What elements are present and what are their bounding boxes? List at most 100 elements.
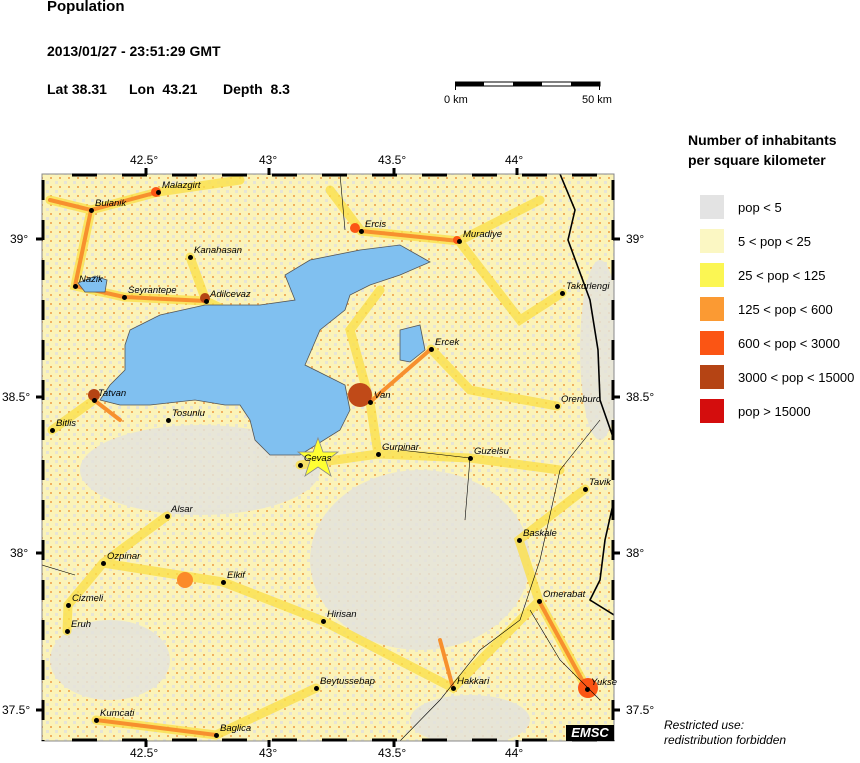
lakes [77,244,431,456]
city-dot-icon [368,400,373,405]
city-name: Ercek [435,337,460,348]
scale-start-label: 0 km [444,94,468,106]
legend-item: 125 < pop < 600 [700,297,833,321]
city-dot-icon [321,619,326,624]
city-name: Seyrantepe [128,285,177,296]
legend-swatch [700,195,724,219]
lon-tick-top-2: 43° [259,153,278,167]
city-dot-icon [73,284,78,289]
legend-item: 3000 < pop < 15000 [700,365,855,389]
legend-item: 5 < pop < 25 [700,229,811,253]
page-title: Population [47,0,125,15]
lon-tick-top-1: 42.5° [130,153,159,167]
legend-label: pop < 5 [738,199,782,215]
legend-swatch [700,399,724,423]
city-name: Takurlengi [566,281,610,292]
lon-tick-bottom-4: 44° [505,746,524,760]
low-density-areas [50,260,614,741]
scale-bar [455,81,601,90]
city-dot-icon [583,487,588,492]
legend-item: 25 < pop < 125 [700,263,826,287]
city-dot-icon [376,452,381,457]
city-dot-icon [204,299,209,304]
city-name: Tosunlu [172,408,205,419]
city-name: Alsar [171,504,193,515]
city-dot-icon [101,561,106,566]
city-dot-icon [156,190,161,195]
city-name: Bitlis [56,418,77,429]
city-dot-icon [560,291,565,296]
city-dot-icon [359,229,364,234]
emsc-logo: EMSC [566,725,614,741]
lat-tick-right-1: 39° [626,232,645,246]
lon-tick-top-4: 44° [505,153,524,167]
city-name: Hakkari [457,676,490,687]
legend-swatch [700,263,724,287]
city-dot-icon [94,718,99,723]
legend-label: pop > 15000 [738,403,811,419]
city-name: Adilcevaz [210,289,251,300]
city-name: Baglica [220,723,252,734]
city-dot-icon [468,456,473,461]
legend-title-line2: per square kilometer [688,152,826,168]
epicenter-star-icon[interactable] [296,436,340,478]
city-dot-icon [166,418,171,423]
lat-tick-left-2: 38.5° [2,390,31,404]
city-dot-icon [451,686,456,691]
city-dot-icon [457,239,462,244]
city-name: Guzelsu [474,446,509,457]
lon-tick-bottom-1: 42.5° [130,746,159,760]
legend-label: 3000 < pop < 15000 [738,369,855,385]
city-name: Tavik [589,477,611,488]
city-name: Tatvan [98,388,127,399]
legend-title-line1: Number of inhabitants [688,132,837,148]
city-name: Cizmeli [72,593,104,604]
city-dot-icon [555,404,560,409]
usage-note-line1: Restricted use: [664,718,745,732]
city-dot-icon [66,603,71,608]
city-dot-icon [188,255,193,260]
city-name: Ozpinar [107,551,141,562]
lon-tick-top-3: 43.5° [378,153,407,167]
legend-item: pop < 5 [700,195,782,219]
legend-item: pop > 15000 [700,399,811,423]
legend-swatch [700,229,724,253]
lat-tick-right-3: 38° [626,546,645,560]
lat-tick-left-4: 37.5° [2,703,31,717]
lon-tick-bottom-2: 43° [259,746,278,760]
city-dot-icon [214,733,219,738]
legend-label: 25 < pop < 125 [738,267,826,283]
city-dot-icon [585,687,590,692]
city-dot-icon [517,538,522,543]
city-name: Orenburc [561,394,601,405]
event-lon: Lon 43.21 [129,81,198,97]
city-name: Elkif [227,570,245,581]
frame-ticks [36,168,620,747]
lake-van [99,244,431,456]
lake-nazik [77,275,108,293]
city-name: Hirisan [327,609,357,620]
lat-tick-left-3: 38° [10,546,29,560]
lat-tick-right-2: 38.5° [626,390,655,404]
city-name: Gevas [304,453,332,464]
city-name: Gurpinar [382,442,419,453]
city-name: Yukse [591,677,618,688]
legend-item: 600 < pop < 3000 [700,331,840,355]
city-dot-icon [429,347,434,352]
legend-swatch [700,365,724,389]
lon-tick-bottom-3: 43.5° [378,746,407,760]
legend-title: Number of inhabitants per square kilomet… [688,130,837,170]
legend-swatch [700,331,724,355]
city-dot-icon [122,295,127,300]
city-name: Van [374,390,391,401]
event-depth: Depth 8.3 [223,81,290,97]
city-dot-icon [65,629,70,634]
city-name: Bulanik [95,198,127,209]
city-name: Eruh [71,619,92,630]
city-name: Ercis [365,219,387,230]
city-name: Baskale [523,528,557,539]
lat-tick-left-1: 39° [10,232,29,246]
city-dot-icon [50,428,55,433]
